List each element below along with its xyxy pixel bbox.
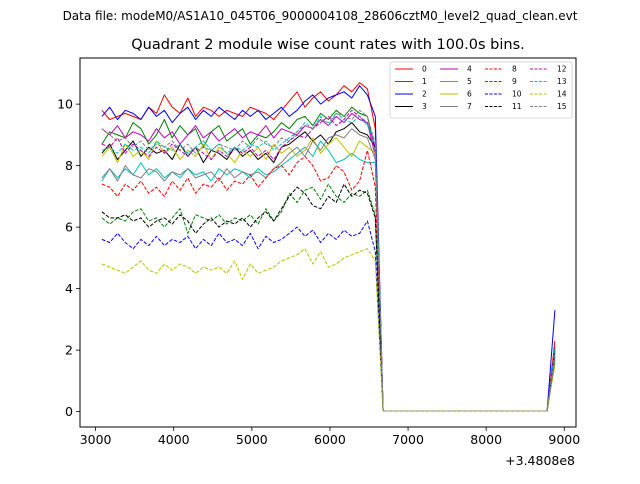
x-tick-label: 5000 xyxy=(236,432,268,447)
legend-label-14: 14 xyxy=(557,90,567,99)
legend-box xyxy=(389,61,573,119)
y-tick-label: 0 xyxy=(65,404,73,419)
y-tick-label: 2 xyxy=(65,343,73,358)
legend-label-9: 9 xyxy=(512,77,517,86)
y-axis: 0 2 4 6 8 10 xyxy=(57,97,80,419)
series-line-11 xyxy=(101,183,556,412)
series-line-13 xyxy=(101,112,556,412)
legend-label-3: 3 xyxy=(422,102,427,111)
series-line-5 xyxy=(101,140,556,412)
legend-label-12: 12 xyxy=(557,65,567,74)
y-tick-label: 10 xyxy=(57,97,73,112)
legend-label-13: 13 xyxy=(557,77,567,86)
legend-label-6: 6 xyxy=(467,90,472,99)
series-line-0 xyxy=(101,82,556,412)
data-file-label: Data file: modeM0/AS1A10_045T06_90000041… xyxy=(63,9,578,23)
x-tick-label: 8000 xyxy=(470,432,502,447)
series-line-6 xyxy=(101,137,556,412)
x-axis: 3000 4000 5000 6000 7000 8000 9000 xyxy=(80,427,580,447)
plot-series-group xyxy=(101,82,556,412)
series-line-14 xyxy=(101,248,556,412)
series-line-1 xyxy=(101,106,556,412)
legend-label-0: 0 xyxy=(422,65,427,74)
legend-label-7: 7 xyxy=(467,102,472,111)
x-tick-label: 9000 xyxy=(548,432,580,447)
legend-label-4: 4 xyxy=(467,65,472,74)
legend-label-11: 11 xyxy=(512,102,522,111)
series-line-8 xyxy=(101,149,556,412)
series-line-12 xyxy=(101,109,556,412)
x-tick-label: 6000 xyxy=(314,432,346,447)
chart-title: Quadrant 2 module wise count rates with … xyxy=(131,37,525,53)
legend-label-2: 2 xyxy=(422,90,427,99)
legend-label-8: 8 xyxy=(512,65,517,74)
x-tick-label: 7000 xyxy=(392,432,424,447)
x-tick-label: 3000 xyxy=(80,432,112,447)
series-line-4 xyxy=(101,112,556,412)
y-tick-label: 4 xyxy=(65,281,73,296)
legend-label-10: 10 xyxy=(512,90,522,99)
y-tick-label: 6 xyxy=(65,220,73,235)
series-line-7 xyxy=(101,128,556,412)
series-line-2 xyxy=(101,85,556,412)
y-tick-label: 8 xyxy=(65,158,73,173)
legend-label-1: 1 xyxy=(422,77,427,86)
legend-label-5: 5 xyxy=(467,77,472,86)
x-tick-label: 4000 xyxy=(158,432,190,447)
legend-label-15: 15 xyxy=(557,102,567,111)
x-offset-label: +3.4808e8 xyxy=(505,453,575,468)
series-line-15 xyxy=(101,109,556,412)
series-line-10 xyxy=(101,220,556,412)
plot-frame xyxy=(79,57,577,428)
series-line-9 xyxy=(101,183,556,412)
